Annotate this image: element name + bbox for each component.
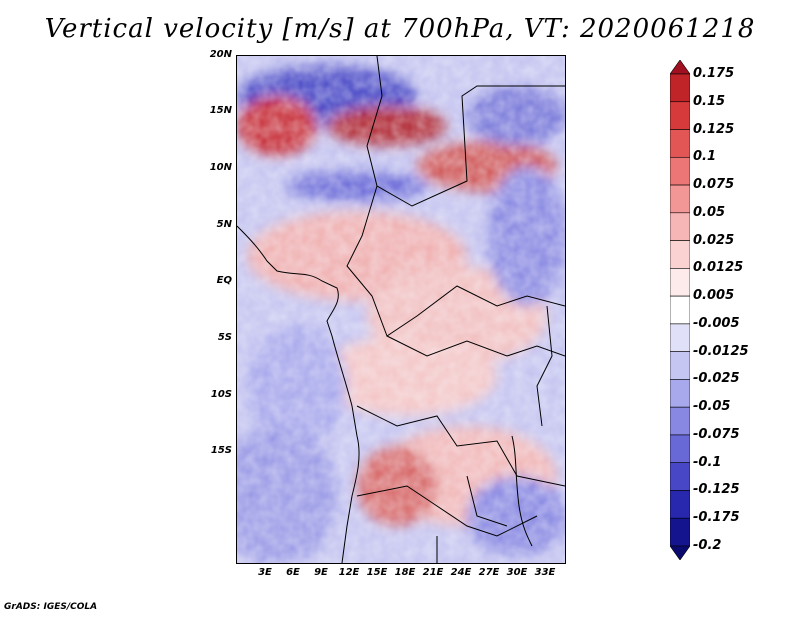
lat-label-10n: 10N	[209, 162, 232, 173]
lat-label-15n: 15N	[209, 105, 232, 116]
colorbar-swatch	[670, 406, 690, 436]
colorbar-level-label: 0.125	[693, 121, 735, 137]
lat-label-15s: 15S	[210, 445, 232, 456]
colorbar-swatch	[670, 379, 690, 408]
colorbar-swatch	[670, 462, 690, 491]
map-plot	[236, 55, 566, 564]
colorbar	[670, 60, 690, 560]
colorbar-level-label: -0.2	[693, 538, 722, 553]
lon-label-3e: 3E	[258, 567, 272, 578]
colorbar-swatch	[670, 295, 690, 325]
colorbar-swatch	[670, 156, 690, 186]
lon-label-18e: 18E	[394, 567, 416, 578]
lon-label-12e: 12E	[338, 567, 360, 578]
lon-label-33e: 33E	[534, 567, 556, 578]
colorbar-level-label: 0.075	[693, 177, 735, 193]
colorbar-swatch	[670, 240, 690, 269]
colorbar-level-label: -0.0125	[693, 343, 749, 359]
colorbar-swatch	[670, 323, 690, 352]
lat-label-10s: 10S	[210, 389, 232, 400]
colorbar-swatch	[670, 184, 690, 214]
lat-label-eq: EQ	[216, 275, 232, 286]
colorbar-swatch	[670, 73, 690, 103]
lon-label-9e: 9E	[314, 567, 328, 578]
colorbar-swatch	[670, 268, 690, 297]
colorbar-level-label: -0.005	[693, 315, 740, 331]
lon-label-30e: 30E	[506, 567, 528, 578]
colorbar-level-label: -0.075	[693, 426, 740, 442]
lat-label-20n: 20N	[209, 49, 232, 60]
colorbar-level-label: 0.1	[693, 149, 717, 165]
lon-label-15e: 15E	[366, 567, 388, 578]
colorbar-level-label: 0.175	[693, 66, 735, 81]
lon-label-6e: 6E	[286, 567, 300, 578]
colorbar-level-label: 0.0125	[693, 260, 744, 276]
footer-credit: GrADS: IGES/COLA	[4, 602, 98, 612]
lon-label-24e: 24E	[450, 567, 472, 578]
colorbar-level-label: -0.175	[693, 510, 740, 526]
lon-label-21e: 21E	[422, 567, 444, 578]
colorbar-level-label: -0.125	[693, 482, 740, 498]
lat-label-5s: 5S	[217, 332, 232, 343]
colorbar-swatch	[670, 545, 690, 560]
colorbar-level-label: -0.025	[693, 371, 740, 387]
colorbar-swatch	[670, 351, 690, 380]
colorbar-swatch	[670, 60, 690, 75]
colorbar-level-label: 0.005	[693, 288, 735, 304]
colorbar-level-label: 0.15	[693, 93, 726, 109]
lon-label-27e: 27E	[478, 567, 500, 578]
colorbar-level-label: 0.025	[693, 232, 735, 248]
colorbar-level-label: -0.05	[693, 399, 731, 415]
colorbar-swatch	[670, 101, 690, 130]
colorbar-swatch	[670, 434, 690, 464]
colorbar-level-label: 0.05	[693, 204, 726, 220]
velocity-field	[237, 56, 565, 563]
chart-title: Vertical velocity [m/s] at 700hPa, VT: 2…	[44, 14, 756, 44]
colorbar-swatch	[670, 490, 690, 519]
lat-label-5n: 5N	[216, 219, 232, 230]
colorbar-level-label: -0.1	[693, 454, 722, 470]
colorbar-swatch	[670, 517, 690, 547]
colorbar-swatch	[670, 129, 690, 158]
colorbar-swatch	[670, 212, 690, 241]
